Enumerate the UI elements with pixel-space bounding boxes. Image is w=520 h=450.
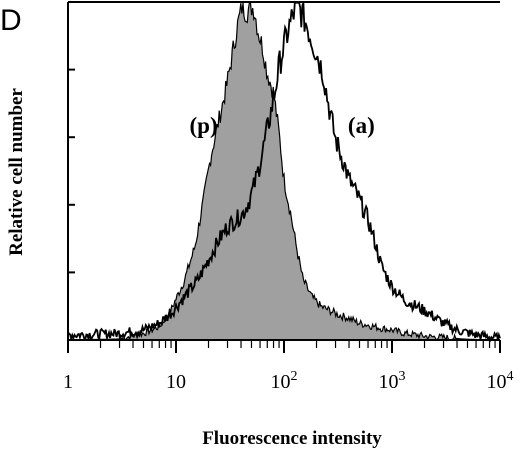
y-axis-title: Relative cell number xyxy=(6,88,27,256)
x-tick-label: 1 xyxy=(63,371,73,393)
series-a-outline-histogram xyxy=(67,1,501,343)
x-tick-label: 103 xyxy=(379,369,406,393)
series-annotation: (p) xyxy=(190,113,218,138)
x-tick-label: 102 xyxy=(271,369,298,393)
x-tick-label: 104 xyxy=(487,369,514,393)
x-axis-title: Fluorescence intensity xyxy=(202,428,382,449)
series-annotation: (a) xyxy=(348,113,375,138)
panel-letter: D xyxy=(0,4,22,37)
series-p-filled-histogram xyxy=(68,2,500,342)
x-tick-label: 10 xyxy=(166,371,186,393)
